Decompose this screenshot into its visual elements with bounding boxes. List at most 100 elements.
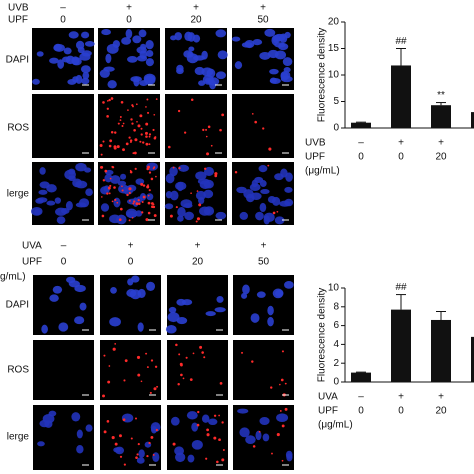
nucleus — [35, 198, 44, 204]
ros-dot — [111, 200, 114, 203]
ros-dot — [136, 355, 141, 359]
nucleus — [202, 74, 214, 85]
nucleus — [80, 31, 90, 39]
micrograph — [32, 28, 95, 90]
ros-dot — [147, 194, 150, 197]
micrograph-bg — [33, 405, 94, 470]
nucleus — [85, 424, 93, 432]
nucleus — [250, 313, 260, 323]
ros-dot — [140, 380, 143, 383]
nucleus — [215, 71, 226, 80]
micrograph — [233, 340, 294, 400]
nucleus — [231, 36, 241, 42]
ros-dot — [196, 190, 199, 192]
nucleus — [236, 186, 247, 194]
ros-dot — [205, 128, 208, 131]
nucleus — [264, 28, 276, 37]
nucleus — [68, 168, 76, 175]
nucleus — [174, 32, 183, 41]
ros-dot — [145, 352, 148, 355]
nucleus — [146, 162, 158, 171]
nucleus — [170, 190, 179, 201]
nucleus — [177, 207, 186, 217]
ros-dot — [117, 122, 120, 125]
nucleus — [49, 57, 59, 64]
micrograph — [165, 275, 228, 335]
unit-label: (μg/mL) — [318, 420, 353, 431]
y-tick-label: 2 — [333, 358, 339, 369]
nucleus — [75, 162, 87, 172]
ros-dot — [100, 165, 104, 169]
ros-dot — [134, 138, 138, 142]
ros-dot — [281, 459, 284, 462]
nucleus — [170, 416, 180, 426]
nucleus — [110, 175, 121, 184]
nucleus — [138, 29, 147, 38]
ros-dot — [130, 118, 133, 121]
ros-dot — [270, 386, 273, 389]
ros-dot — [114, 343, 117, 345]
nucleus — [186, 53, 199, 64]
ros-dot — [172, 442, 176, 446]
nucleus — [52, 285, 63, 294]
nucleus — [255, 211, 264, 221]
nucleus — [118, 184, 129, 194]
nucleus — [127, 55, 138, 63]
unit-label: (μg/mL) — [305, 166, 340, 177]
ros-dot — [108, 144, 112, 148]
micrograph — [232, 94, 294, 158]
ros-dot — [128, 199, 131, 202]
nucleus — [176, 64, 184, 73]
ros-dot — [118, 218, 122, 222]
nucleus — [36, 51, 44, 57]
nucleus — [39, 181, 50, 189]
micrograph-bg — [165, 94, 227, 158]
x-row-name: UPF — [305, 152, 325, 163]
nucleus — [201, 414, 210, 423]
ros-dot — [102, 179, 106, 182]
y-tick-label: 4 — [333, 339, 339, 350]
ros-dot — [139, 114, 143, 118]
nucleus — [145, 58, 154, 67]
treatment-label: 20 — [190, 15, 202, 26]
micrograph — [164, 162, 227, 225]
ros-dot — [279, 383, 281, 386]
nucleus — [239, 427, 250, 438]
ros-dot — [135, 103, 138, 106]
micrograph — [232, 162, 294, 225]
nucleus — [246, 193, 255, 203]
nucleus — [249, 183, 261, 192]
y-tick-label: 0 — [333, 377, 339, 388]
y-tick-label: 15 — [328, 43, 340, 54]
nucleus — [203, 206, 215, 216]
ros-dot — [119, 116, 122, 118]
treatment-label: + — [195, 241, 201, 252]
ros-dot — [102, 101, 105, 104]
ros-dot — [122, 418, 126, 422]
x-row-name: UVA — [318, 392, 338, 403]
ros-dot — [100, 153, 103, 156]
ros-dot — [196, 423, 200, 427]
ros-dot — [258, 430, 261, 433]
ros-dot — [145, 218, 149, 222]
ros-dot — [116, 145, 120, 149]
micrograph — [98, 28, 160, 90]
nucleus — [146, 281, 156, 291]
micrograph — [233, 275, 294, 335]
nucleus — [285, 172, 293, 182]
ros-dot — [152, 128, 155, 132]
nucleus — [259, 52, 271, 60]
ros-dot — [135, 202, 139, 206]
nucleus — [131, 275, 140, 283]
nucleus — [244, 39, 255, 49]
nucleus — [100, 203, 110, 212]
nucleus — [284, 280, 294, 289]
ros-dot — [203, 356, 206, 359]
ros-dot — [153, 166, 156, 169]
ros-dot — [103, 430, 107, 434]
nucleus — [39, 167, 46, 175]
nucleus — [283, 66, 291, 73]
bar — [351, 122, 371, 128]
micrograph — [167, 405, 228, 470]
